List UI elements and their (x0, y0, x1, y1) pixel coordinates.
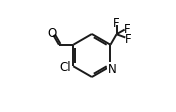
Text: Cl: Cl (60, 61, 71, 74)
Text: F: F (124, 23, 130, 36)
Text: O: O (48, 27, 57, 40)
Text: N: N (107, 63, 116, 75)
Text: F: F (113, 17, 120, 30)
Text: F: F (125, 33, 131, 46)
